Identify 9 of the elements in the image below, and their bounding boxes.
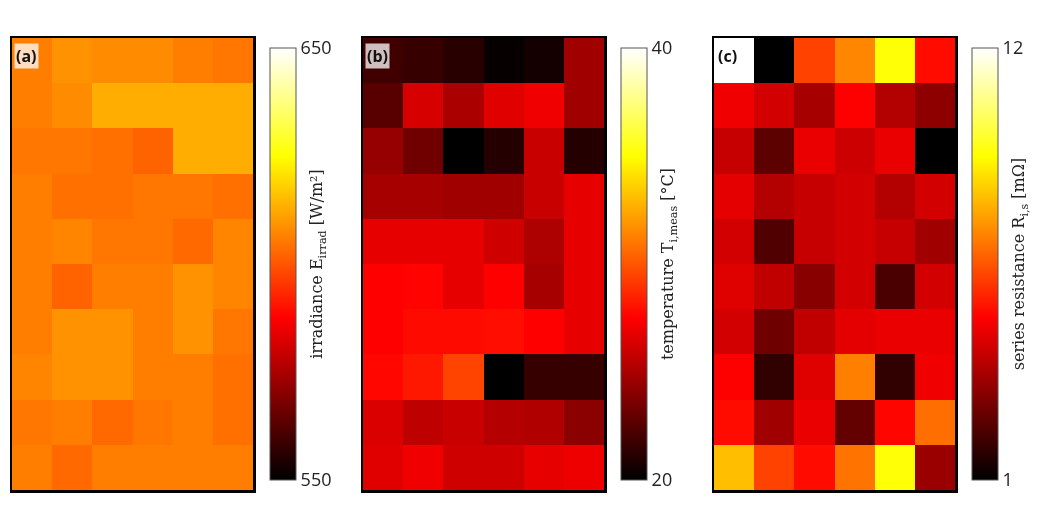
color-bar-label: 20 xyxy=(651,467,673,492)
color-bar-label: 12 xyxy=(1002,35,1024,60)
color-bar-label: 1 xyxy=(1002,467,1013,492)
annotation: (c) xyxy=(718,45,738,67)
annotation: (a) xyxy=(16,45,37,67)
color-bar-label: 40 xyxy=(651,35,673,60)
color-bar-label: 550 xyxy=(300,467,332,492)
color-bar-label: 650 xyxy=(300,35,332,60)
annotation: (b) xyxy=(367,45,388,67)
